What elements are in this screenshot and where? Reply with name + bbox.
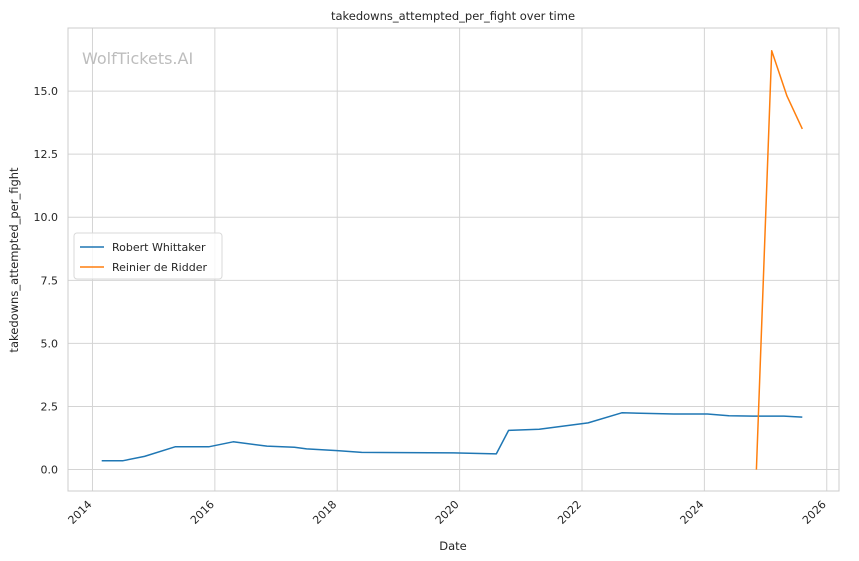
legend-label-robert-whittaker: Robert Whittaker bbox=[112, 241, 206, 254]
x-tick-label: 2022 bbox=[555, 498, 584, 527]
y-tick-label: 10.0 bbox=[34, 211, 59, 224]
x-tick-label: 2024 bbox=[678, 498, 707, 527]
x-tick-label: 2020 bbox=[433, 498, 462, 527]
x-tick-label: 2016 bbox=[188, 498, 217, 527]
y-tick-label: 12.5 bbox=[34, 148, 59, 161]
series-line-reinier-de-ridder bbox=[755, 49, 803, 470]
plot-frame bbox=[67, 27, 840, 492]
y-axis-title: takedowns_attempted_per_fight bbox=[7, 167, 21, 353]
gridlines bbox=[68, 28, 839, 491]
chart-title: takedowns_attempted_per_fight over time bbox=[331, 9, 575, 23]
y-tick-label: 0.0 bbox=[41, 464, 59, 477]
y-tick-label: 7.5 bbox=[41, 274, 59, 287]
legend-box bbox=[73, 232, 223, 280]
series-line-robert-whittaker bbox=[101, 412, 803, 462]
x-tick-label: 2026 bbox=[800, 498, 829, 527]
x-axis-title: Date bbox=[439, 539, 467, 553]
x-tick-label: 2018 bbox=[310, 498, 339, 527]
y-tick-label: 5.0 bbox=[41, 337, 59, 350]
y-tick-labels: 0.0 2.5 5.0 7.5 10.0 12.5 15.0 bbox=[34, 85, 59, 476]
legend-label-reinier-de-ridder: Reinier de Ridder bbox=[112, 261, 207, 274]
watermark-text: WolfTickets.AI bbox=[82, 49, 193, 68]
x-tick-labels: 2014 2016 2018 2020 2022 2024 2026 bbox=[66, 498, 829, 527]
y-tick-label: 15.0 bbox=[34, 85, 59, 98]
y-tick-label: 2.5 bbox=[41, 400, 59, 413]
x-tick-label: 2014 bbox=[66, 498, 95, 527]
legend: Robert Whittaker Reinier de Ridder bbox=[73, 232, 223, 280]
series-lines bbox=[101, 49, 803, 470]
